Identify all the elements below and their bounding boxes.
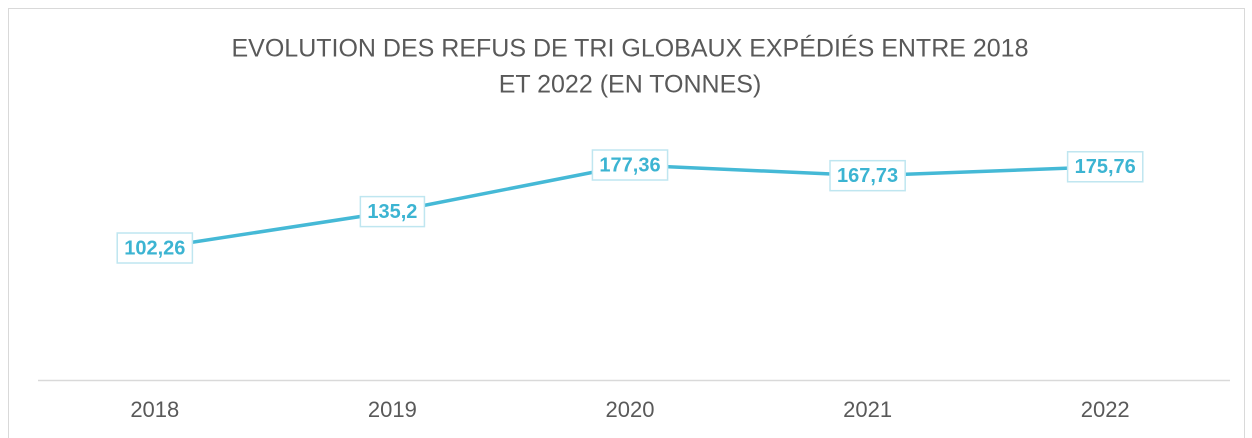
data-label: 167,73	[837, 165, 898, 187]
x-tick-label: 2019	[368, 397, 417, 422]
chart-title: EVOLUTION DES REFUS DE TRI GLOBAUX EXPÉD…	[232, 34, 1029, 63]
data-label-box	[116, 232, 194, 264]
data-label: 135,2	[367, 201, 417, 223]
data-label: 102,26	[124, 237, 185, 259]
data-label-box	[829, 159, 906, 192]
data-label-box	[359, 195, 426, 228]
data-label-box	[591, 149, 669, 181]
data-label: 175,76	[1075, 156, 1136, 178]
chart-title: ET 2022 (EN TONNES)	[499, 71, 762, 99]
data-label: 177,36	[599, 154, 660, 176]
data-label-box	[1066, 151, 1144, 183]
chart-frame	[8, 8, 1245, 438]
x-tick-label: 2020	[606, 397, 655, 422]
x-tick-label: 2021	[843, 397, 892, 422]
x-tick-label: 2018	[130, 397, 179, 422]
x-tick-label: 2022	[1081, 397, 1130, 422]
